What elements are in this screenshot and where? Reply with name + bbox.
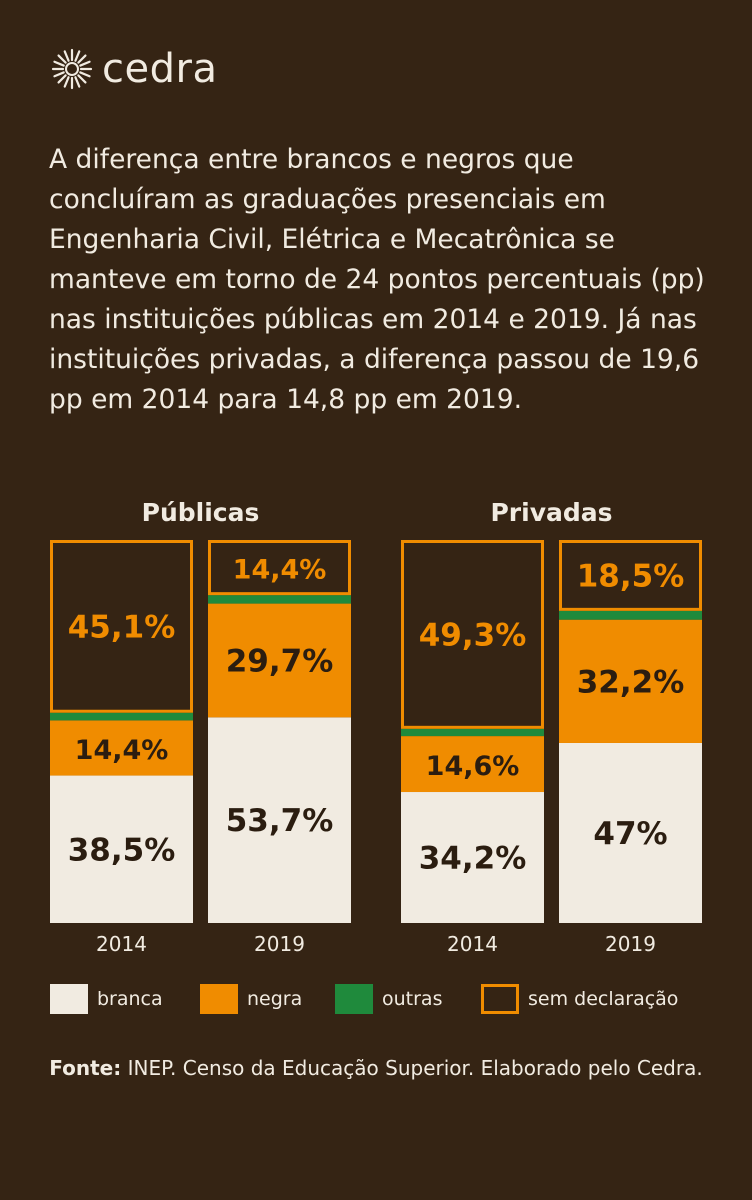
bar-segment-outras — [401, 728, 544, 737]
logo-ray — [77, 74, 87, 84]
bar-segment-outras — [208, 595, 351, 604]
data-label-branca: 53,7% — [226, 803, 334, 839]
intro-paragraph: A diferença entre brancos e negros que c… — [49, 144, 705, 415]
bar-segment-branca — [50, 775, 193, 923]
bar-segment-sem-declaracao — [401, 540, 544, 729]
logo-ray — [53, 71, 65, 78]
source-note: Fonte: INEP. Censo da Educação Superior.… — [40, 1053, 712, 1083]
data-label-branca: 38,5% — [68, 832, 176, 868]
data-label-branca: 34,2% — [419, 841, 527, 877]
logo-ray — [63, 50, 70, 62]
source-text: INEP. Censo da Educação Superior. Elabor… — [127, 1056, 703, 1080]
legend-item-outras: outras — [335, 980, 442, 1018]
bar-segment-outras — [559, 610, 702, 620]
bar-segment-outras — [50, 712, 193, 721]
legend-label-sem-declaracao: sem declaração — [528, 988, 679, 1010]
group-title-0: Públicas — [142, 498, 260, 527]
logo-ray — [77, 54, 87, 64]
data-label-sem-declaracao: 14,4% — [233, 555, 327, 586]
brand-logo: cedra — [50, 44, 217, 94]
legend-label-branca: branca — [97, 988, 163, 1010]
bar-segment-sem-declaracao — [50, 540, 193, 713]
logo-ray — [74, 50, 81, 62]
bar-segment-sem-declaracao — [559, 540, 702, 611]
data-label-negra: 29,7% — [226, 643, 334, 679]
data-label-negra: 14,6% — [426, 751, 520, 782]
logo-ray — [57, 74, 67, 84]
group-title-1: Privadas — [490, 498, 612, 527]
x-tick-label: 2019 — [605, 932, 656, 956]
stacked-bar-chart: Públicas 38,5% 14,4% 45,1% 2014 53,7% 29,7% 14,… — [50, 498, 702, 956]
bar-segment-negra — [208, 603, 351, 718]
source-label: Fonte: — [49, 1056, 122, 1080]
legend-item-negra: negra — [200, 980, 302, 1018]
logo-ray — [79, 71, 91, 78]
data-label-negra: 32,2% — [577, 664, 685, 700]
sun-icon — [51, 48, 93, 90]
logo-ray — [79, 60, 91, 67]
brand-name: cedra — [102, 46, 218, 92]
legend-swatch-outras — [335, 984, 373, 1014]
logo-ray — [57, 54, 67, 64]
bar-segment-negra — [559, 619, 702, 743]
data-label-negra: 14,4% — [75, 735, 169, 766]
legend: branca negra outras sem declaração — [50, 980, 710, 1018]
bar-segment-branca — [208, 717, 351, 923]
logo-ray — [74, 76, 81, 88]
logo-ray — [63, 76, 70, 88]
logo-ray — [53, 60, 65, 67]
x-tick-label: 2019 — [254, 932, 305, 956]
x-tick-label: 2014 — [447, 932, 498, 956]
bar-segment-negra — [401, 736, 544, 793]
legend-swatch-sem-declaracao — [481, 984, 519, 1014]
legend-item-branca: branca — [50, 980, 163, 1018]
x-tick-label: 2014 — [96, 932, 147, 956]
legend-swatch-negra — [200, 984, 238, 1014]
bar-segment-sem-declaracao — [208, 540, 351, 596]
bar-segment-branca — [401, 792, 544, 923]
legend-label-outras: outras — [382, 988, 443, 1010]
data-label-sem-declaracao: 49,3% — [419, 617, 527, 653]
bar-segment-negra — [50, 720, 193, 776]
bar-segment-branca — [559, 742, 702, 923]
data-label-sem-declaracao: 18,5% — [577, 558, 685, 594]
legend-item-sem-declaracao: sem declaração — [481, 980, 678, 1018]
data-label-branca: 47% — [593, 816, 667, 852]
legend-swatch-branca — [50, 984, 88, 1014]
data-label-sem-declaracao: 45,1% — [68, 609, 176, 645]
legend-label-negra: negra — [247, 988, 303, 1010]
